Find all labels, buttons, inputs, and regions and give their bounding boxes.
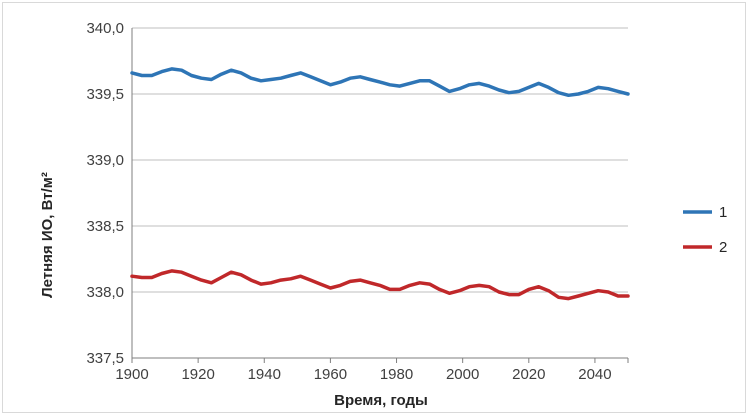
series-lines	[130, 67, 630, 301]
y-tick-label: 340,0	[86, 20, 124, 37]
y-tick-label: 337,5	[86, 350, 124, 367]
x-axis-title: Время, годы	[334, 392, 428, 409]
series-1-line	[130, 67, 630, 98]
y-tick-label: 339,0	[86, 152, 124, 169]
x-tick-label: 1900	[115, 366, 148, 383]
x-tick-label: 2020	[512, 366, 545, 383]
x-tick-label: 1940	[248, 366, 281, 383]
y-tick-labels: 337,5 338,0 338,5 339,0 339,5 340,0	[86, 20, 124, 367]
y-tick-label: 338,0	[86, 284, 124, 301]
legend: 12	[683, 204, 727, 256]
y-tick-label: 339,5	[86, 86, 124, 103]
x-tick-labels: 1900 1920 1940 1960 1980 2000 2020 2040	[115, 366, 611, 383]
y-tick-label: 338,5	[86, 218, 124, 235]
y-axis-title: Летняя ИО, Вт/м²	[39, 172, 56, 298]
series-2-line	[130, 269, 630, 301]
axes	[131, 28, 629, 363]
x-tick-label: 2040	[578, 366, 611, 383]
x-tick-label: 1980	[380, 366, 413, 383]
x-tick-label: 2000	[446, 366, 479, 383]
legend-label-2: 2	[719, 239, 727, 256]
x-tick-label: 1960	[314, 366, 347, 383]
legend-label-1: 1	[719, 204, 727, 221]
x-tick-label: 1920	[181, 366, 214, 383]
chart-frame	[2, 2, 746, 413]
